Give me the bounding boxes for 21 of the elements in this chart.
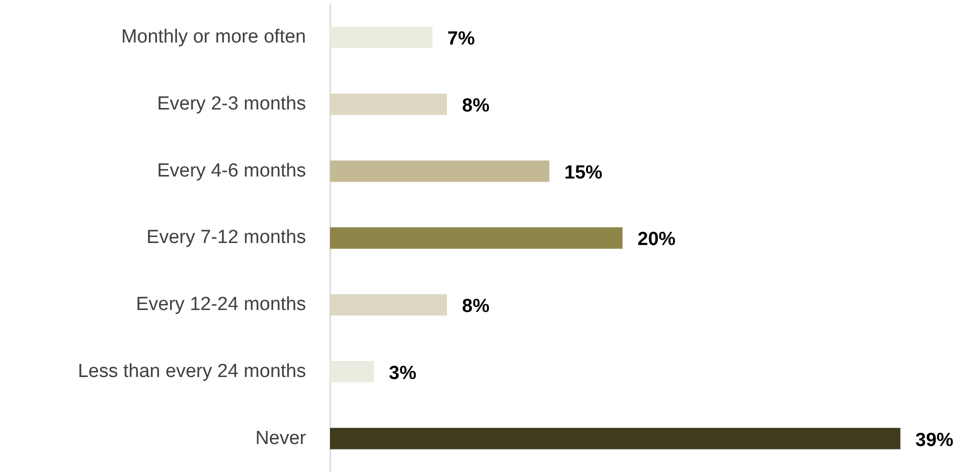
data-label: 8% [462,296,490,318]
y-tick-label: Every 2-3 months [157,94,306,115]
data-label: 8% [462,96,490,117]
y-tick-label: Never [255,428,307,449]
data-label: 15% [564,162,603,184]
data-label: 20% [638,229,676,250]
y-tick-label: Every 4-6 months [157,160,306,182]
bar [330,94,447,115]
bar [330,227,622,249]
y-tick-label: Less than every 24 months [78,360,306,382]
y-tick-label: Monthly or more often [121,26,306,48]
y-tick-label: Every 7-12 months [146,227,306,248]
data-label: 7% [447,28,475,50]
bar [330,294,447,316]
bar [330,26,432,48]
bar [330,361,374,382]
data-label: 3% [388,362,416,384]
data-label: 39% [915,430,954,451]
bar [330,160,550,182]
bar [330,428,900,450]
y-tick-label: Every 12-24 months [136,294,306,316]
